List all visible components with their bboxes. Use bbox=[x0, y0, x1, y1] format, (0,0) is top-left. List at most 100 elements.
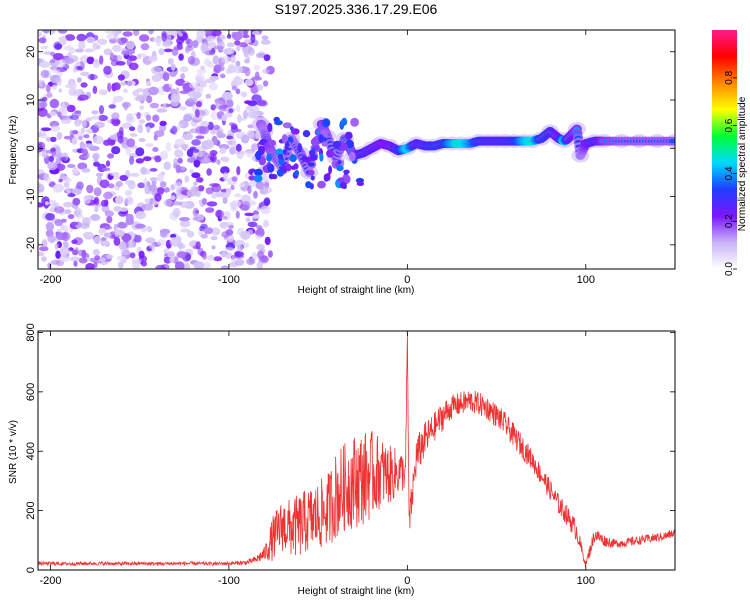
spectrogram-noise-blob bbox=[168, 83, 173, 88]
spectrogram-onset-blob bbox=[294, 169, 300, 177]
spectrogram-noise-blob bbox=[93, 235, 101, 245]
spectrogram-noise-blob bbox=[63, 224, 69, 235]
spectrogram-noise-blob bbox=[49, 59, 56, 64]
spectrogram-noise-blob bbox=[155, 264, 166, 269]
spectrogram-noise-blob bbox=[211, 192, 217, 199]
spectrogram-noise-blob bbox=[113, 236, 121, 246]
spectrogram-noise-blob bbox=[115, 195, 124, 205]
spectrogram-noise-blob bbox=[173, 157, 178, 168]
colorbar-tick-label: 0.4 bbox=[724, 166, 735, 180]
spectrogram-noise-blob bbox=[89, 73, 95, 81]
spectrogram-noise-blob bbox=[205, 93, 212, 99]
spectrogram-onset-blob bbox=[322, 118, 331, 128]
spectrogram-noise-blob bbox=[45, 83, 51, 93]
spectrogram-noise-blob bbox=[230, 125, 239, 133]
spectrogram-noise-blob bbox=[46, 176, 52, 185]
spectrogram-ridge-core bbox=[307, 162, 315, 167]
spectrogram-noise-blob bbox=[240, 201, 251, 211]
spectrogram-noise-blob bbox=[128, 55, 138, 62]
spectrogram-onset-blob bbox=[289, 154, 297, 163]
spectrogram-onset-blob bbox=[319, 153, 324, 162]
spectrogram-noise-blob bbox=[92, 249, 100, 256]
spectrogram-noise-blob bbox=[83, 134, 90, 139]
spectrogram-noise-blob bbox=[174, 149, 184, 158]
spectrogram-noise-blob bbox=[118, 241, 127, 250]
spectrogram-noise-blob bbox=[148, 86, 159, 96]
spectrogram-noise-blob bbox=[58, 178, 63, 183]
spectrogram-noise-blob bbox=[216, 159, 221, 166]
spectrogram-noise-blob bbox=[193, 261, 205, 269]
spectrogram-noise-blob bbox=[109, 52, 114, 59]
spectrogram-noise-blob bbox=[76, 214, 84, 219]
spectrogram-noise-blob bbox=[97, 38, 108, 45]
spectrogram-noise-blob bbox=[115, 61, 126, 66]
spectrogram-noise-blob bbox=[55, 250, 61, 259]
spectrogram-noise-blob bbox=[244, 78, 254, 87]
spectrogram-noise-blob bbox=[191, 148, 200, 153]
spectrogram-noise-blob bbox=[94, 255, 101, 260]
spectrogram-onset-blob bbox=[305, 181, 312, 189]
spectrogram-noise-blob bbox=[71, 111, 82, 117]
spectrogram-noise-blob bbox=[136, 94, 148, 100]
snr-x-label: Height of straight line (km) bbox=[298, 586, 415, 597]
spectrogram-noise-blob bbox=[230, 184, 235, 191]
snr-y-ticks: 0 200 400 600 800 bbox=[25, 323, 675, 573]
spectrogram-noise-blob bbox=[159, 124, 167, 132]
spectrogram-noise-blob bbox=[165, 142, 172, 152]
spectrogram-noise-blob bbox=[182, 133, 194, 141]
spectrogram-noise-blob bbox=[232, 137, 237, 148]
spectrogram-noise-blob bbox=[226, 98, 234, 109]
spectrogram-noise-blob bbox=[143, 156, 152, 162]
spectrogram-noise-blob bbox=[138, 250, 145, 259]
spectrogram-noise-blob bbox=[244, 67, 251, 77]
spectrogram-noise-blob bbox=[183, 114, 193, 122]
spectrogram-noise-blob bbox=[104, 30, 116, 34]
spectrogram-noise-blob bbox=[129, 133, 138, 137]
spectrogram-noise-blob bbox=[192, 40, 199, 48]
spectrogram-noise-blob bbox=[219, 34, 226, 40]
spectrogram-noise-blob bbox=[137, 124, 144, 134]
spectrogram-noise-blob bbox=[245, 105, 253, 111]
spectrogram-noise-blob bbox=[157, 187, 165, 195]
spectrogram-noise-blob bbox=[106, 33, 116, 40]
spectrogram-noise-blob bbox=[260, 39, 271, 45]
spectrogram-noise-blob bbox=[104, 210, 114, 217]
spectrogram-noise-blob bbox=[169, 71, 177, 77]
spectrogram-noise-blob bbox=[247, 47, 255, 56]
spectrogram-noise-blob bbox=[93, 262, 98, 269]
spectrogram-noise-blob bbox=[50, 259, 60, 265]
spectrogram-noise-blob bbox=[149, 177, 158, 182]
spectrogram-noise-blob bbox=[207, 254, 215, 261]
snr-y-tick-label: 200 bbox=[25, 501, 37, 519]
spectrogram-noise-blob bbox=[202, 261, 212, 269]
spectrogram-noise-blob bbox=[126, 138, 136, 148]
spectrogram-noise-blob bbox=[59, 36, 67, 46]
spectrogram-noise-blob bbox=[86, 128, 93, 134]
spectrogram-noise-blob bbox=[46, 92, 53, 98]
spectrogram-noise-blob bbox=[229, 146, 236, 155]
spectrogram-noise-blob bbox=[93, 135, 104, 145]
spectrogram-noise-blob bbox=[201, 198, 207, 205]
spectrogram-noise-blob bbox=[236, 104, 241, 113]
spectrogram-noise-blob bbox=[165, 32, 172, 42]
spectrogram-noise-blob bbox=[82, 143, 88, 149]
spectrogram-onset-blob bbox=[277, 153, 284, 160]
snr-y-tick-label: 0 bbox=[25, 567, 37, 573]
spectrogram-noise-blob bbox=[203, 227, 214, 235]
spectrogram-onset-blob bbox=[356, 181, 365, 186]
spectrogram-noise-blob bbox=[76, 33, 87, 42]
spectrogram-noise-blob bbox=[73, 209, 81, 217]
spectrogram-x-tick-label: -200 bbox=[39, 274, 61, 286]
spectrogram-noise-blob bbox=[163, 199, 173, 207]
spectrogram-frame bbox=[37, 29, 676, 270]
colorbar: 0.0 0.2 0.4 0.6 0.8 Normalized spectral ampl… bbox=[712, 30, 748, 276]
spectrogram-onset-blob bbox=[267, 122, 273, 133]
spectrogram-noise-blob bbox=[58, 59, 66, 68]
spectrogram-onset-blob bbox=[255, 150, 262, 161]
spectrogram-noise-blob bbox=[208, 82, 218, 91]
spectrogram-noise-blob bbox=[195, 125, 206, 135]
spectrogram-noise-blob bbox=[204, 30, 214, 34]
spectrogram-noise-blob bbox=[189, 169, 194, 175]
spectrogram-noise-blob bbox=[131, 258, 142, 264]
spectrogram-noise-blob bbox=[70, 221, 79, 226]
